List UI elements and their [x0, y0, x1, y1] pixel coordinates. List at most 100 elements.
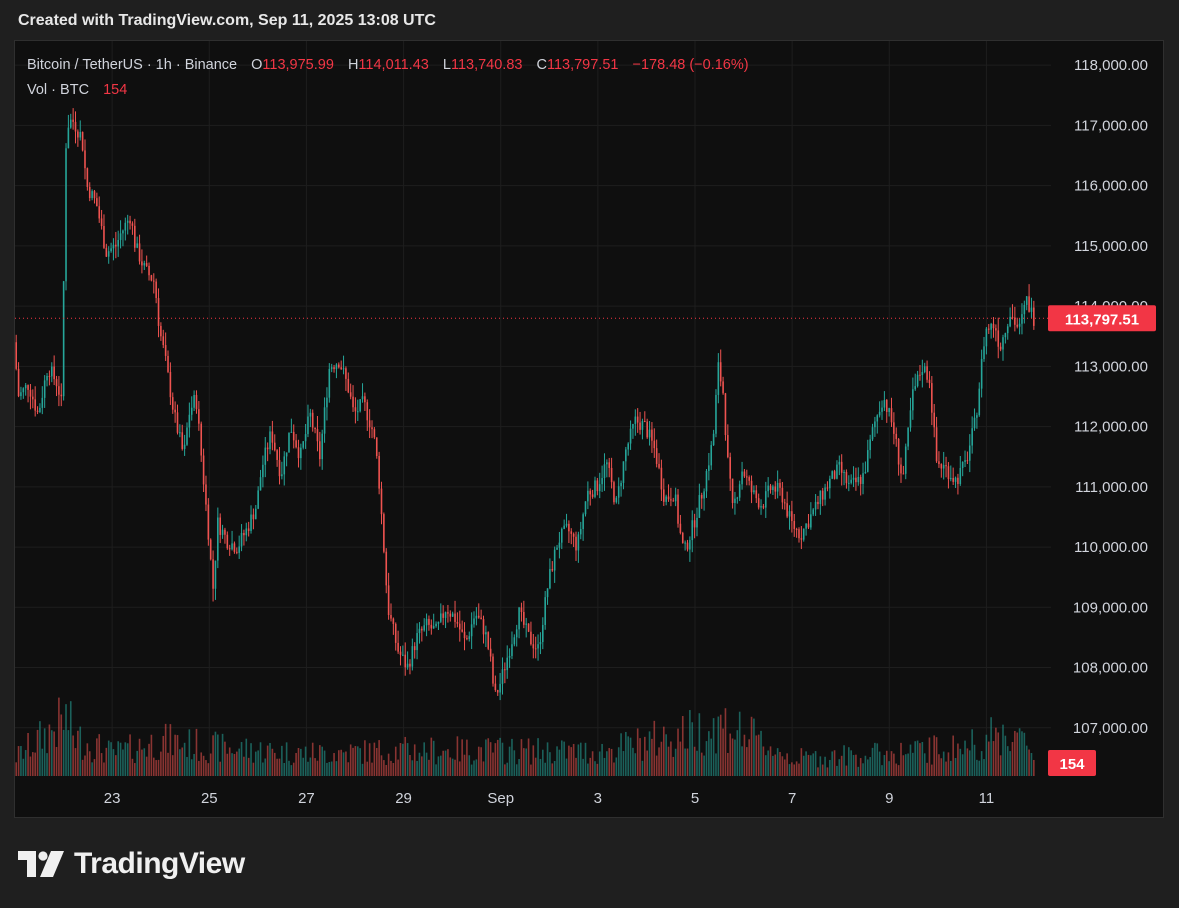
- candle-body: [297, 447, 300, 459]
- candle-body: [183, 444, 186, 449]
- volume-bar: [499, 737, 501, 776]
- volume-bar: [119, 742, 122, 776]
- volume-bar: [855, 754, 857, 776]
- candle-body: [81, 131, 84, 151]
- candle-body: [276, 450, 278, 460]
- volume-bar: [866, 759, 869, 776]
- candle-body: [959, 467, 962, 484]
- candle-body: [923, 366, 926, 372]
- volume-bar: [492, 752, 494, 776]
- volume-bar: [791, 762, 793, 776]
- candle-body: [985, 328, 988, 347]
- candle-body: [15, 342, 17, 369]
- volume-bar: [513, 750, 516, 776]
- candle-body: [273, 442, 276, 451]
- volume-bar: [606, 751, 608, 776]
- candle-body: [335, 364, 338, 370]
- candle-body: [848, 482, 850, 484]
- volume-bar: [665, 734, 667, 776]
- candle-body: [96, 198, 98, 207]
- volume-bar: [252, 762, 255, 776]
- volume-bar: [1033, 759, 1035, 776]
- volume-bar: [527, 738, 530, 776]
- candle-body: [416, 633, 418, 651]
- volume-bar: [359, 748, 361, 776]
- volume-bar: [421, 756, 423, 776]
- volume-bar: [105, 747, 108, 776]
- candle-body: [205, 484, 207, 505]
- candle-body: [997, 330, 1000, 347]
- volume-bar: [594, 761, 596, 776]
- volume-bar: [181, 747, 184, 776]
- candle-body: [328, 368, 331, 398]
- volume-bar: [131, 758, 134, 776]
- candle-body: [485, 632, 487, 635]
- volume-bar: [579, 742, 582, 776]
- volume-bar: [684, 748, 686, 776]
- candle-body: [890, 408, 893, 423]
- candle-body: [579, 529, 582, 535]
- candle-body: [878, 411, 881, 416]
- volume-bar: [686, 748, 689, 776]
- volume-bar: [572, 743, 575, 776]
- candle-body: [613, 482, 615, 503]
- volume-bar: [335, 761, 338, 776]
- candle-body: [807, 523, 810, 528]
- volume-bar: [563, 741, 565, 776]
- candle-body: [352, 396, 354, 408]
- candle-body: [831, 471, 833, 479]
- volume-bar: [129, 734, 131, 776]
- symbol-label[interactable]: Bitcoin / TetherUS · 1h · Binance: [27, 57, 238, 73]
- volume-bar: [537, 738, 539, 776]
- candle-body: [100, 218, 103, 227]
- candle-body: [670, 499, 672, 501]
- volume-bar: [39, 721, 41, 776]
- volume-bar: [319, 745, 321, 776]
- volume-bar: [278, 758, 281, 776]
- candle-body: [145, 263, 148, 266]
- candle-body: [537, 644, 539, 649]
- candle-body: [703, 491, 705, 499]
- candle-body: [392, 618, 395, 624]
- candle-body: [236, 551, 238, 553]
- volume-bar: [81, 759, 84, 776]
- candle-body: [617, 486, 620, 498]
- volume-bar: [290, 765, 293, 776]
- volume-bar: [983, 759, 985, 776]
- volume-bar: [971, 729, 973, 776]
- chart-panel[interactable]: 118,000.00 117,000.00 116,000.00 115,000.00…: [14, 40, 1164, 818]
- candle-body: [814, 501, 817, 510]
- candle-body: [134, 225, 136, 248]
- candle-body: [724, 393, 727, 436]
- candle-body: [658, 463, 660, 468]
- volume-bar: [942, 751, 945, 776]
- volume-bar: [748, 739, 750, 776]
- last-price-tag: [1048, 305, 1156, 332]
- price-chart[interactable]: 118,000.00 117,000.00 116,000.00 115,000.00…: [15, 41, 1164, 818]
- volume-bar: [731, 738, 734, 776]
- candle-body: [641, 420, 644, 430]
- volume-bar: [198, 760, 200, 776]
- volume-bar: [171, 755, 174, 776]
- candle-body: [126, 220, 129, 223]
- volume-bar: [864, 755, 867, 776]
- volume-bar: [627, 736, 629, 776]
- candle-body: [556, 547, 558, 550]
- volume-bar: [539, 758, 542, 776]
- volume-bar: [20, 746, 22, 776]
- candle-body: [1014, 317, 1016, 325]
- candle-body: [921, 371, 924, 376]
- candle-body: [321, 433, 323, 460]
- candle-body: [345, 368, 347, 379]
- candle-body: [845, 471, 848, 484]
- candle-body: [793, 521, 796, 529]
- volume-key[interactable]: Vol · BTC: [27, 82, 90, 98]
- candle-body: [432, 626, 435, 629]
- candle-body: [1004, 333, 1007, 338]
- candle-body: [86, 168, 89, 187]
- candle-body: [651, 429, 653, 441]
- volume-bar: [954, 757, 957, 776]
- volume-bar: [608, 748, 611, 776]
- tradingview-brand[interactable]: TradingView: [18, 846, 245, 882]
- candle-body: [202, 455, 205, 485]
